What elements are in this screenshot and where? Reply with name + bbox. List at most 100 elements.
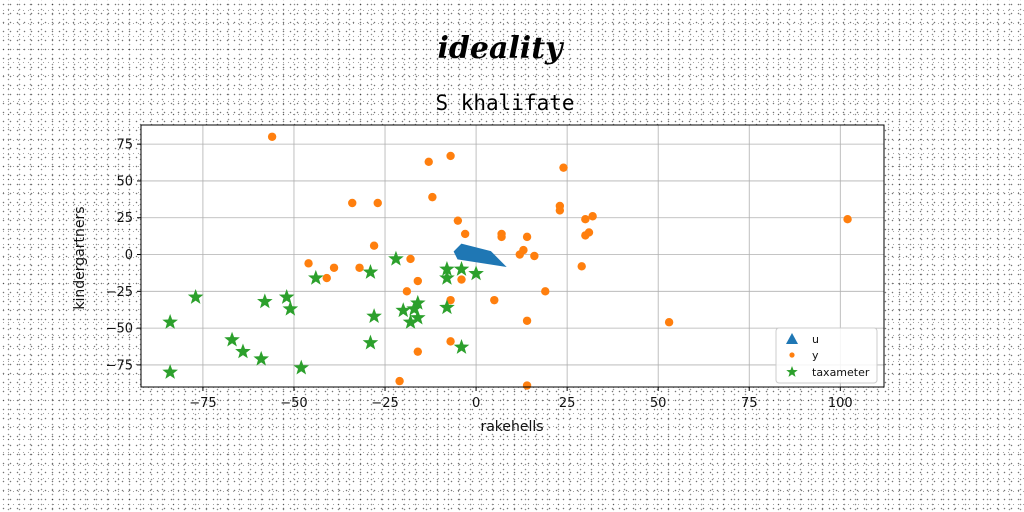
data-point-taxameter [453,261,470,276]
data-point-y [369,241,379,250]
data-point-y [522,381,532,390]
data-point-y [577,262,586,271]
data-point-y [446,337,455,346]
axis-ticks: −75 −50 −25 0 25 50 75 100 −75 −50 −25 0 25 50 75 [106,138,853,411]
data-point-y [490,295,499,305]
data-point-y [664,318,674,327]
data-point-y [406,254,415,264]
data-point-y [530,251,539,261]
data-point-y [581,215,590,224]
data-point-y [559,163,568,172]
y-tick-label: −50 [106,322,133,337]
x-tick-label: 25 [559,396,576,411]
data-point-y [522,232,532,242]
data-point-y [402,287,412,296]
grid-lines [141,125,884,387]
data-point-y [588,212,597,221]
legend: uy taxameter [775,327,878,384]
legend-item-u: u [786,333,819,346]
legend-label-taxameter: taxameter [812,366,870,379]
data-point-taxameter [410,309,426,325]
legend-item-taxameter: taxameter [786,366,870,379]
series-taxameter [162,250,484,379]
data-point-y [373,198,382,208]
data-point-taxameter [453,339,470,354]
data-point-y [515,250,524,259]
data-point-y [446,295,455,305]
data-point-taxameter [257,293,273,309]
y-axis-label: kindergartners [72,206,88,309]
y-tick-label: 0 [125,248,133,263]
data-point-taxameter [278,289,295,304]
data-point-y [413,347,423,356]
data-point-y [497,232,506,242]
data-point-taxameter [162,364,178,379]
data-point-taxameter [293,359,310,375]
data-point-taxameter [468,265,484,281]
data-point-taxameter [388,250,404,266]
data-point-y [428,192,437,202]
data-point-taxameter [402,314,419,329]
x-tick-label: −25 [371,396,398,411]
data-point-taxameter [439,269,455,285]
y-tick-label: −75 [106,358,133,373]
y-tick-label: 50 [116,174,133,189]
legend-label-u: u [812,333,819,346]
y-tick-label: 25 [116,211,133,226]
x-tick-label: 75 [741,396,758,411]
legend-marker-y [789,352,795,358]
data-point-taxameter [406,300,422,316]
data-point-y [446,151,455,161]
data-point-taxameter [439,299,455,315]
data-point-y [413,276,423,286]
data-point-y [460,229,470,239]
chart-title: S khalifate [435,91,574,115]
chart-supertitle: ideality [438,31,566,66]
y-tick-label: 75 [116,138,133,153]
legend-box [775,327,878,384]
data-point-y [541,287,550,296]
data-point-taxameter [366,308,382,323]
data-point-taxameter [282,300,299,316]
x-tick-label: 0 [472,396,480,411]
legend-marker-taxameter [786,366,798,377]
data-point-taxameter [253,350,269,366]
data-point-taxameter [410,294,426,310]
data-point-y [322,273,331,283]
x-tick-label: 100 [828,396,853,411]
series-y [267,132,852,390]
data-point-y [453,216,463,225]
x-tick-label: −75 [189,396,216,411]
data-point-taxameter [362,263,379,279]
series-u [453,243,507,268]
data-point-y [424,157,433,166]
data-point-taxameter [224,331,240,347]
legend-label-y: y [812,349,819,362]
data-point-y [329,263,339,272]
plot-series [162,132,852,390]
data-point-taxameter [187,289,204,304]
data-point-y [522,316,532,325]
legend-item-y: y [789,349,819,362]
legend-marker-u [786,333,798,344]
data-point-taxameter [162,314,178,329]
plot-frame [140,124,885,388]
data-point-taxameter [395,302,412,318]
data-point-y [304,259,313,268]
y-tick-label: −25 [106,285,133,300]
data-point-y [843,215,852,224]
data-shape-u [453,243,507,268]
data-point-y [267,132,277,141]
data-point-taxameter [439,261,455,276]
data-point-y [457,275,466,284]
x-tick-label: −50 [280,396,307,411]
data-point-taxameter [235,343,251,359]
data-point-y [355,263,364,272]
plot-area [141,125,884,387]
data-point-taxameter [308,269,324,285]
x-axis-label: rakehells [480,419,543,435]
data-point-y [348,198,357,208]
data-point-y [555,206,565,215]
data-point-y [395,376,404,386]
